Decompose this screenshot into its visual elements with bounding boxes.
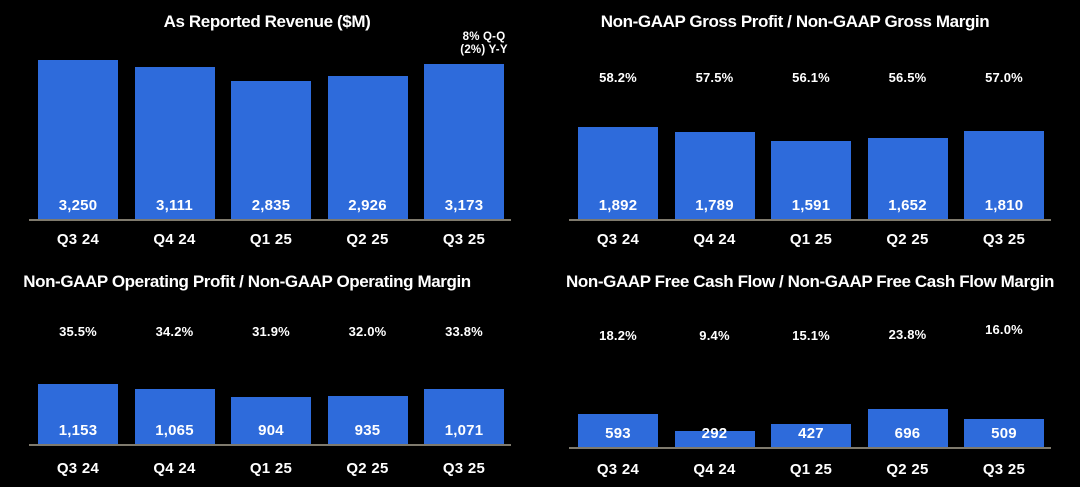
bar (867, 408, 948, 447)
margin-label: 33.8% (445, 324, 483, 339)
bar-value-label: 593 (605, 425, 631, 442)
category-label: Q2 25 (346, 231, 389, 248)
bar-value-label: 1,810 (984, 197, 1024, 214)
margin-label: 56.5% (888, 70, 927, 85)
category-label: Q2 25 (346, 460, 389, 477)
margin-label: 23.8% (888, 327, 927, 342)
category-label: Q3 25 (442, 231, 486, 248)
category-label: Q4 24 (693, 231, 736, 248)
category-label: Q1 25 (789, 231, 833, 248)
bar-value-label: 427 (798, 425, 824, 442)
bar (38, 60, 118, 219)
bar-value-label: 1,892 (598, 197, 638, 214)
bar-value-label: 2,835 (251, 197, 291, 214)
bar-value-label: 509 (991, 425, 1017, 442)
bar (134, 67, 215, 219)
bar (327, 76, 408, 219)
margin-label: 16.0% (985, 322, 1023, 337)
bar-value-label: 935 (354, 422, 381, 439)
bar (231, 80, 311, 219)
bar-value-label: 1,591 (791, 197, 831, 214)
x-axis-line (569, 219, 1051, 221)
bar (424, 388, 504, 444)
category-label: Q4 24 (693, 461, 736, 478)
category-label: Q1 25 (249, 231, 293, 248)
category-label: Q2 25 (886, 461, 929, 478)
bar (674, 131, 755, 219)
category-label: Q4 24 (153, 231, 196, 248)
bar-value-label: 3,111 (156, 197, 193, 214)
bar (771, 423, 851, 447)
margin-label: 56.1% (792, 70, 830, 85)
bar (964, 130, 1044, 219)
category-label: Q1 25 (789, 461, 833, 478)
margin-label: 35.5% (59, 324, 97, 339)
chart-title: Non-GAAP Gross Profit / Non-GAAP Gross M… (600, 12, 990, 31)
margin-label: 57.5% (695, 70, 734, 85)
category-label: Q3 25 (982, 231, 1026, 248)
margin-label: 58.2% (599, 70, 637, 85)
chart-title: Non-GAAP Free Cash Flow / Non-GAAP Free … (566, 272, 1054, 291)
bar (134, 388, 215, 444)
bar-value-label: 1,652 (888, 197, 927, 214)
bar-value-label: 696 (894, 425, 921, 442)
bar (578, 414, 658, 447)
bar (867, 138, 948, 219)
margin-label: 15.1% (792, 328, 830, 343)
chart-title: As Reported Revenue ($M) (163, 12, 371, 31)
growth-annotation-line: 8% Q-Q (462, 31, 506, 43)
x-axis-line (29, 219, 511, 221)
bar-value-label: 3,250 (58, 197, 98, 214)
growth-annotation-line: (2%) Y-Y (460, 44, 508, 56)
category-label: Q3 24 (596, 461, 640, 478)
bar (327, 395, 408, 444)
category-label: Q3 24 (596, 231, 640, 248)
bar (771, 141, 851, 219)
category-label: Q3 24 (56, 231, 100, 248)
bar (231, 397, 311, 444)
category-label: Q4 24 (153, 460, 196, 477)
margin-label: 34.2% (155, 324, 194, 339)
bar-value-label: 1,071 (444, 422, 484, 439)
margin-label: 9.4% (699, 328, 730, 343)
growth-annotation: 8% Q-Q (2%) Y-Y (434, 31, 534, 57)
bar-value-label: 1,153 (58, 422, 98, 439)
bar-value-label: 904 (258, 422, 284, 439)
bar (424, 64, 504, 219)
bar (964, 419, 1044, 447)
category-label: Q3 25 (982, 461, 1026, 478)
margin-label: 18.2% (599, 328, 637, 343)
category-label: Q3 24 (56, 460, 100, 477)
margin-label: 31.9% (252, 324, 290, 339)
margin-label: 32.0% (348, 324, 387, 339)
category-label: Q2 25 (886, 231, 929, 248)
bar (578, 126, 658, 219)
bar-value-label: 2,926 (348, 197, 387, 214)
x-axis-line (569, 447, 1051, 449)
bar-value-label: 1,789 (695, 197, 734, 214)
chart-title: Non-GAAP Operating Profit / Non-GAAP Ope… (23, 272, 471, 291)
bar-value-label: 3,173 (444, 197, 484, 214)
x-axis-line (29, 444, 511, 446)
bar (38, 384, 118, 444)
category-label: Q1 25 (249, 460, 293, 477)
bar-value-label: 1,065 (155, 422, 194, 439)
category-label: Q3 25 (442, 460, 486, 477)
bar (674, 430, 755, 447)
margin-label: 57.0% (985, 70, 1023, 85)
bar-value-label: 292 (701, 425, 728, 442)
